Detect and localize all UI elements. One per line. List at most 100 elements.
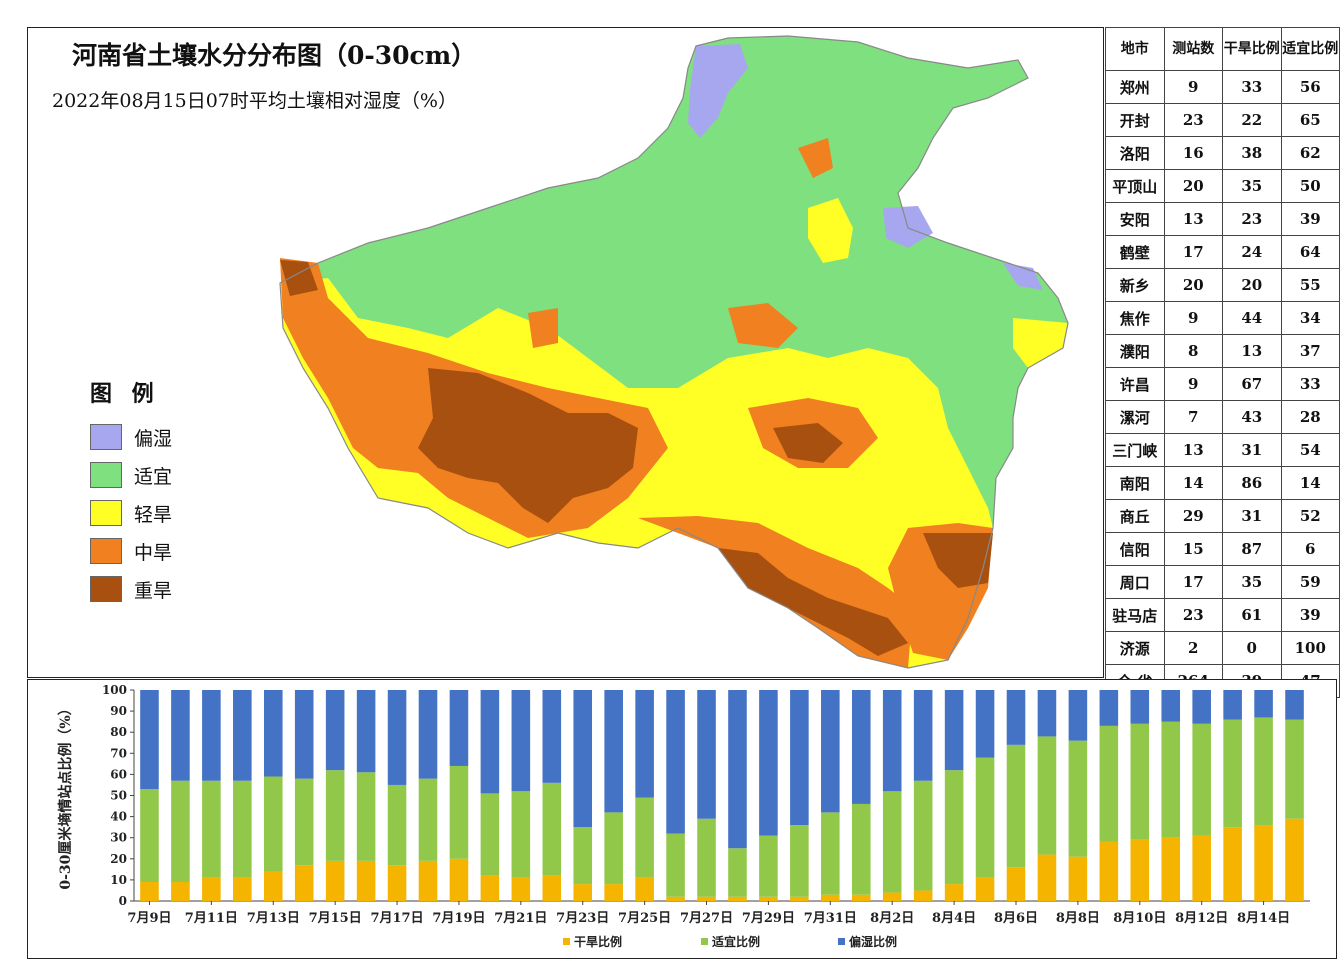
legend-title: 图 例: [90, 381, 160, 407]
y-axis-label: 0-30厘米墒情站点比例（%）: [57, 701, 74, 889]
bar-segment-drought: [728, 896, 747, 901]
bar-segment-wet: [418, 690, 438, 779]
legend-item-suitable: 适宜: [90, 456, 172, 494]
bar-segment-drought: [1099, 841, 1119, 901]
table-cell-city: 三门峡: [1105, 433, 1165, 467]
table-cell-drought-ratio: 23: [1222, 202, 1282, 236]
henan-moisture-map: [279, 35, 1069, 669]
bar-segment-drought: [882, 892, 902, 901]
bar-segment-drought: [1037, 854, 1057, 901]
table-cell-suitable-ratio: 59: [1280, 565, 1340, 599]
x-tick-label: 7月13日: [247, 911, 300, 926]
bar-segment-suitable: [418, 778, 438, 861]
table-cell-station-count: 13: [1163, 433, 1223, 467]
table-cell-suitable-ratio: 100: [1280, 631, 1340, 665]
legend-entry-suitable-swatch: [701, 938, 708, 945]
soil-moisture-map-panel: 河南省土壤水分分布图（0-30cm） 2022年08月15日07时平均土壤相对湿…: [27, 27, 1104, 678]
table-cell-city: 濮阳: [1105, 334, 1165, 368]
map-region-severe-drought-se: [923, 533, 993, 588]
map-region-light-drought-ne: [808, 198, 1068, 368]
bar-segment-drought: [542, 875, 562, 901]
bar-segment-drought: [418, 860, 438, 901]
bar-segment-drought: [851, 894, 871, 901]
legend-swatch-wet: [90, 424, 122, 450]
table-cell-city: 驻马店: [1105, 598, 1165, 632]
table-header-station-count: 测站数: [1163, 27, 1223, 71]
table-cell-drought-ratio: 0: [1222, 631, 1282, 665]
legend-entry-suitable-label: 适宜比例: [712, 934, 760, 949]
bar-segment-suitable: [387, 784, 407, 866]
bar-segment-wet: [480, 690, 500, 794]
table-row: 安阳 13 23 39: [1105, 202, 1340, 236]
bar-segment-wet: [542, 690, 562, 783]
bar-segment-wet: [202, 690, 221, 781]
map-region-wet-east: [883, 206, 1043, 290]
bar-segment-drought: [635, 877, 654, 901]
bar-segment-wet: [1099, 690, 1119, 726]
table-row: 濮阳 8 13 37: [1105, 334, 1340, 368]
bar-segment-suitable: [759, 835, 778, 897]
table-cell-station-count: 29: [1163, 499, 1223, 533]
bar-segment-wet: [790, 690, 809, 826]
table-cell-city: 郑州: [1105, 70, 1165, 104]
bar-segment-wet: [1161, 690, 1181, 722]
table-cell-station-count: 14: [1163, 466, 1223, 500]
bar-segment-suitable: [635, 797, 654, 878]
bar-segment-drought: [202, 877, 221, 901]
table-cell-suitable-ratio: 50: [1280, 169, 1340, 203]
bar-segment-suitable: [542, 782, 562, 876]
legend-label-wet: 偏湿: [134, 427, 173, 450]
bar-segment-drought: [666, 896, 685, 901]
table-cell-station-count: 7: [1163, 400, 1223, 434]
bar-segment-drought: [1223, 827, 1242, 901]
bar-segment-suitable: [449, 765, 469, 859]
bar-segment-wet: [604, 690, 623, 813]
bar-segment-drought: [1254, 825, 1273, 901]
x-tick-label: 7月9日: [127, 911, 171, 926]
table-cell-suitable-ratio: 55: [1280, 268, 1340, 302]
table-row: 开封 23 22 65: [1105, 103, 1340, 137]
table-cell-drought-ratio: 13: [1222, 334, 1282, 368]
legend-entry-wet-label: 偏湿比例: [849, 934, 897, 949]
x-tick-label: 8月6日: [994, 911, 1038, 926]
table-row: 郑州 9 33 56: [1105, 70, 1340, 104]
bar-segment-wet: [294, 690, 314, 779]
table-cell-city: 周口: [1105, 565, 1165, 599]
bar-segment-suitable: [821, 812, 840, 895]
bar-segment-wet: [944, 690, 964, 771]
bar-segment-suitable: [975, 757, 995, 878]
table-cell-suitable-ratio: 52: [1280, 499, 1340, 533]
bar-chart-panel: 0 10 20 30 40 50 60 70 80 90 100 0-30厘米墒情站点比例（%） 7月9…: [27, 679, 1337, 959]
legend-item-wet: 偏湿: [90, 418, 172, 456]
table-cell-suitable-ratio: 39: [1280, 202, 1340, 236]
bar-segment-suitable: [666, 833, 685, 897]
table-cell-drought-ratio: 31: [1222, 499, 1282, 533]
table-cell-city: 新乡: [1105, 268, 1165, 302]
bar-segment-wet: [325, 690, 345, 771]
table-cell-station-count: 23: [1163, 103, 1223, 137]
table-cell-city: 开封: [1105, 103, 1165, 137]
table-row: 周口 17 35 59: [1105, 565, 1340, 599]
bar-segment-wet: [263, 690, 283, 777]
y-tick-label: 10: [110, 873, 127, 887]
bar-segment-wet: [635, 690, 654, 798]
bar-segment-suitable: [573, 827, 593, 885]
bar-segment-wet: [233, 690, 252, 781]
map-region-severe-drought-nw: [280, 260, 318, 296]
table-cell-station-count: 15: [1163, 532, 1223, 566]
y-tick-label: 90: [110, 704, 127, 718]
map-region-severe-drought-south: [718, 548, 908, 656]
bar-segment-wet: [511, 690, 531, 792]
bar-segment-suitable: [263, 776, 283, 872]
station-table: 地市 测站数 干旱比例 适宜比例 郑州 9 33 56 开封 23 22 65 洛阳 16 38 62…: [1105, 27, 1340, 698]
bar-segment-wet: [759, 690, 778, 836]
table-body: 郑州 9 33 56 开封 23 22 65 洛阳 16 38 62 平顶山 20 35 50 安阳 13 23 39…: [1105, 70, 1340, 698]
table-cell-city: 济源: [1105, 631, 1165, 665]
legend-swatch-light-drought: [90, 500, 122, 526]
bar-segment-drought: [233, 877, 252, 901]
bar-segment-suitable: [1099, 725, 1119, 842]
bar-segment-suitable: [325, 770, 345, 861]
bar-segment-drought: [1192, 835, 1211, 901]
table-cell-drought-ratio: 22: [1222, 103, 1282, 137]
table-row: 许昌 9 67 33: [1105, 367, 1340, 401]
